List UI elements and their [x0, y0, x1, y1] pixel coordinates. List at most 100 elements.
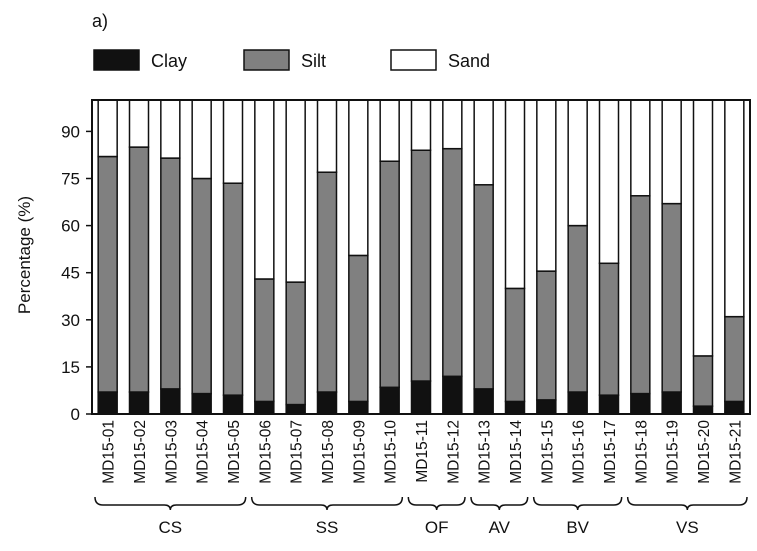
group-bracket-vs: [626, 496, 748, 511]
bar-sand-MD15-08: [316, 99, 338, 173]
bar-silt-MD15-13: [473, 184, 494, 390]
bar-clay-MD15-10: [379, 386, 400, 415]
x-tick-label: MD15-21: [727, 420, 744, 484]
bar-silt-MD15-08: [316, 171, 338, 393]
group-label-vs: VS: [676, 518, 699, 537]
bar-clay-MD15-15: [536, 399, 557, 415]
y-tick-label: 75: [61, 170, 80, 189]
bar-clay-MD15-13: [473, 388, 494, 415]
bar-sand-MD15-03: [160, 99, 181, 159]
bar-clay-MD15-14: [504, 400, 526, 415]
bar-silt-MD15-09: [348, 254, 369, 403]
x-tick-label: MD15-16: [571, 420, 588, 484]
bar-sand-MD15-04: [191, 99, 212, 180]
group-label-of: OF: [425, 518, 449, 537]
bar-clay-MD15-20: [692, 405, 714, 415]
y-tick-label: 60: [61, 217, 80, 236]
bar-sand-MD15-09: [348, 99, 369, 257]
bar-silt-MD15-07: [285, 281, 306, 406]
legend: Clay Silt Sand: [93, 49, 490, 71]
bar-silt-MD15-02: [128, 146, 150, 393]
y-axis-ticks: 0 15 30 45 60 75 90: [61, 122, 92, 424]
bar-silt-MD15-10: [379, 160, 400, 389]
bar-silt-MD15-11: [410, 149, 432, 382]
x-tick-label: MD15-04: [195, 420, 212, 484]
bar-silt-MD15-17: [598, 262, 620, 396]
bar-clay-MD15-11: [410, 380, 432, 415]
x-tick-label: MD15-19: [665, 420, 682, 484]
bar-clay-MD15-12: [442, 375, 463, 415]
bar-silt-MD15-12: [442, 147, 463, 378]
group-label-ss: SS: [316, 518, 339, 537]
bar-clay-MD15-02: [128, 391, 150, 415]
x-tick-label: MD15-13: [477, 420, 494, 484]
bar-sand-MD15-05: [222, 99, 244, 184]
bar-silt-MD15-01: [97, 155, 118, 393]
legend-label-silt: Silt: [301, 51, 326, 71]
bar-silt-MD15-03: [160, 157, 181, 390]
x-tick-label: MD15-02: [132, 420, 149, 484]
x-tick-label: MD15-08: [320, 420, 337, 484]
x-tick-label: MD15-06: [257, 420, 274, 484]
x-tick-label: MD15-15: [539, 420, 556, 484]
bar-clay-MD15-08: [316, 391, 338, 415]
bar-sand-MD15-12: [442, 99, 463, 150]
panel-label: a): [92, 11, 108, 31]
bar-sand-MD15-15: [536, 99, 557, 272]
bar-silt-MD15-04: [191, 177, 212, 395]
legend-swatch-silt: [243, 49, 290, 71]
bar-sand-MD15-20: [692, 99, 714, 357]
y-tick-label: 45: [61, 264, 80, 283]
bar-clay-MD15-19: [661, 391, 682, 415]
bar-silt-MD15-15: [536, 270, 557, 401]
bar-clay-MD15-06: [254, 400, 275, 415]
bar-sand-MD15-11: [410, 99, 432, 151]
bar-clay-MD15-04: [191, 392, 212, 415]
bar-clay-MD15-17: [598, 394, 620, 415]
bar-silt-MD15-19: [661, 202, 682, 393]
bar-sand-MD15-01: [97, 99, 118, 158]
x-tick-label: MD15-12: [445, 420, 462, 484]
y-tick-label: 0: [71, 405, 80, 424]
x-tick-label: MD15-03: [163, 420, 180, 484]
group-bracket-ss: [250, 496, 404, 511]
group-bracket-bv: [532, 496, 623, 511]
bar-silt-MD15-06: [254, 278, 275, 403]
x-tick-label: MD15-11: [414, 420, 431, 483]
legend-swatch-sand: [390, 49, 437, 71]
bar-silt-MD15-14: [504, 287, 526, 403]
bar-silt-MD15-21: [724, 315, 745, 403]
x-tick-label: MD15-07: [289, 420, 306, 484]
bar-sand-MD15-19: [661, 99, 682, 205]
bar-sand-MD15-07: [285, 99, 306, 283]
y-axis-label: Percentage (%): [15, 196, 34, 314]
x-tick-label: MD15-20: [696, 420, 713, 484]
bar-clay-MD15-16: [567, 391, 588, 415]
bar-silt-MD15-05: [222, 182, 244, 396]
bar-clay-MD15-07: [285, 403, 306, 415]
bar-clay-MD15-21: [724, 400, 745, 415]
plot-frame: [91, 99, 751, 415]
group-label-cs: CS: [159, 518, 183, 537]
x-tick-label: MD15-05: [226, 420, 243, 484]
legend-swatch-clay: [93, 49, 140, 71]
y-tick-label: 90: [61, 122, 80, 141]
bar-silt-MD15-16: [567, 224, 588, 393]
bar-clay-MD15-05: [222, 394, 244, 415]
bar-clay-MD15-18: [630, 392, 651, 415]
legend-label-sand: Sand: [448, 51, 490, 71]
group-bracket-av: [470, 496, 529, 511]
bar-sand-MD15-16: [567, 99, 588, 227]
bars: [97, 99, 745, 415]
bar-clay-MD15-01: [97, 391, 118, 415]
bar-sand-MD15-14: [504, 99, 526, 290]
group-bracket-of: [407, 496, 466, 511]
bar-sand-MD15-13: [473, 99, 494, 186]
group-bracket-cs: [94, 496, 247, 511]
bar-sand-MD15-10: [379, 99, 400, 162]
bar-sand-MD15-06: [254, 99, 275, 280]
bar-sand-MD15-17: [598, 99, 620, 265]
x-tick-label: MD15-18: [633, 420, 650, 484]
group-label-av: AV: [489, 518, 511, 537]
